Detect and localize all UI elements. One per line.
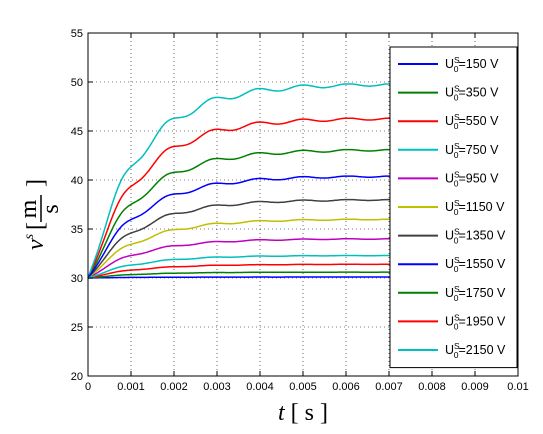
x-tick-label: 0.004 xyxy=(246,381,274,393)
x-tick-label: 0.003 xyxy=(203,381,231,393)
y-tick-label: 40 xyxy=(71,175,83,187)
x-axis-label: t[s] xyxy=(278,400,328,426)
y-tick-label: 35 xyxy=(71,224,83,236)
y-tick-label: 50 xyxy=(71,77,83,89)
y-axis-unit-numerator: m xyxy=(16,199,42,218)
y-tick-label: 25 xyxy=(71,322,83,334)
legend-label: US 0=1350 V xyxy=(445,227,506,246)
legend-label: US 0=1750 V xyxy=(445,284,506,303)
y-tick-label: 55 xyxy=(71,28,83,40)
y-axis-label: vs[ xyxy=(22,222,49,250)
axis-ticks: 0 0.001 0.002 0.003 0.004 0.005 0.006 0.007 0.00… xyxy=(71,28,529,393)
legend-label: US 0=1950 V xyxy=(445,312,506,331)
legend-label: US 0=150 V xyxy=(445,55,499,74)
x-tick-label: 0.006 xyxy=(332,381,360,393)
legend-label: US 0=950 V xyxy=(445,169,499,188)
y-axis-label-close: ] xyxy=(23,179,49,187)
x-tick-label: 0.009 xyxy=(461,381,489,393)
x-tick-label: 0.002 xyxy=(160,381,188,393)
y-tick-label: 30 xyxy=(71,273,83,285)
legend-label: US 0=2150 V xyxy=(445,341,506,360)
x-tick-label: 0.001 xyxy=(117,381,145,393)
x-tick-label: 0.01 xyxy=(507,381,528,393)
y-tick-label: 45 xyxy=(71,126,83,138)
x-tick-label: 0.007 xyxy=(375,381,403,393)
legend-label: US 0=1150 V xyxy=(445,198,505,217)
y-tick-label: 20 xyxy=(71,371,83,383)
x-tick-label: 0 xyxy=(85,381,91,393)
legend-label: US 0=550 V xyxy=(445,112,499,131)
legend-label: US 0=750 V xyxy=(445,141,499,160)
legend-label: US 0=1550 V xyxy=(445,255,506,274)
x-tick-label: 0.005 xyxy=(289,381,317,393)
x-tick-label: 0.008 xyxy=(418,381,446,393)
legend: US 0=150 V US 0=350 V US 0=550 V US 0=750 V US 0=… xyxy=(389,46,518,369)
legend-label: US 0=350 V xyxy=(445,84,499,103)
y-axis-unit-denominator: s xyxy=(38,204,64,213)
